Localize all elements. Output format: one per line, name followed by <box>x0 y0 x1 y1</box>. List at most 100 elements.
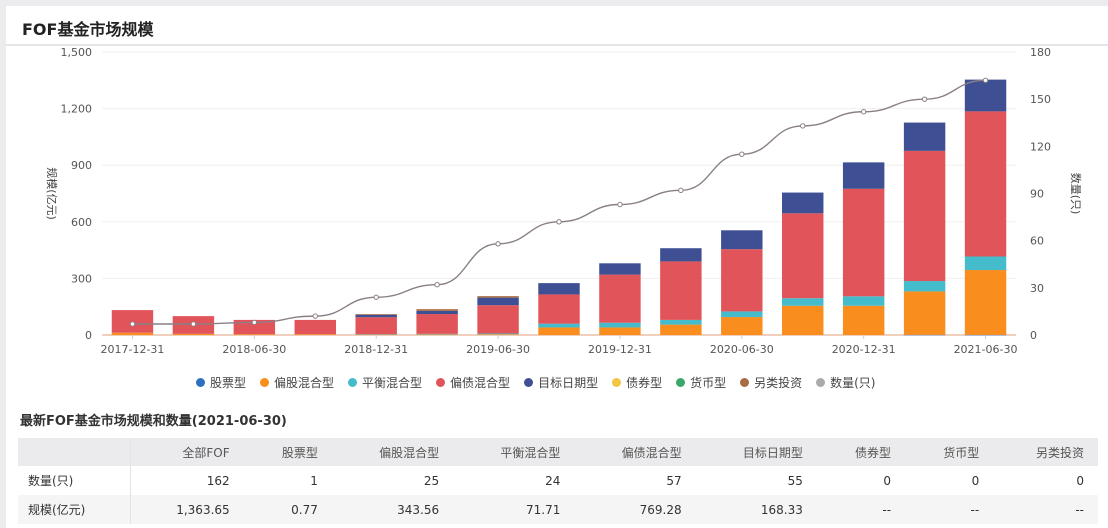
bar-segment-equity_hybrid <box>233 334 276 335</box>
table-column-header: 全部FOF <box>130 438 244 466</box>
bar-segment-balanced_hybrid <box>599 322 641 328</box>
table-column-header: 平衡混合型 <box>453 438 575 466</box>
y2-tick-label: 30 <box>1030 282 1044 295</box>
table-cell: -- <box>905 495 994 524</box>
x-tick-label: 2018-12-31 <box>344 343 408 356</box>
y2-tick-label: 0 <box>1030 329 1037 342</box>
bar-segment-balanced_hybrid <box>964 256 1007 271</box>
bar-segment-bond_hybrid <box>660 261 702 320</box>
bar-segment-equity_hybrid <box>477 334 519 335</box>
bar-segment-balanced_hybrid <box>355 334 397 335</box>
legend-item[interactable]: 另类投资 <box>740 374 802 391</box>
bar-segment-balanced_hybrid <box>660 319 702 325</box>
x-tick-label: 2017-12-31 <box>100 343 164 356</box>
table-column-header: 债券型 <box>816 438 906 466</box>
table-column-header: 目标日期型 <box>695 438 817 466</box>
y-tick-label: 1,200 <box>61 103 93 116</box>
table-cell: 57 <box>666 473 682 488</box>
summary-table: 全部FOF 股票型 偏股混合型 平衡混合型 偏债混合型 目标日期型 债券型 货币型 另类投资 数… <box>18 438 1098 524</box>
x-tick-label: 2020-12-31 <box>832 343 896 356</box>
legend-label: 目标日期型 <box>538 376 599 390</box>
bar-segment-target_date <box>660 248 702 262</box>
legend-item[interactable]: 目标日期型 <box>524 374 598 391</box>
x-tick-label: 2018-06-30 <box>222 343 286 356</box>
x-tick-label: 2019-12-31 <box>588 343 652 356</box>
bar-segment-balanced_hybrid <box>477 333 519 335</box>
bar-segment-target_date <box>721 230 763 250</box>
legend-marker-icon <box>676 378 686 387</box>
legend-marker-icon <box>740 378 750 387</box>
bar-segment-bond_hybrid <box>964 111 1007 257</box>
bar-segment-balanced_hybrid <box>842 296 885 306</box>
y-tick-label: 0 <box>85 329 92 342</box>
bar-segment-bond_hybrid <box>599 274 641 323</box>
table-column-header: 股票型 <box>243 438 332 466</box>
bar-segment-equity_hybrid <box>964 270 1007 335</box>
bar-segment-balanced_hybrid <box>538 323 580 328</box>
bar-segment-target_date <box>599 263 641 275</box>
legend-item[interactable]: 债券型 <box>612 374 662 391</box>
y2-tick-label: 120 <box>1030 140 1051 153</box>
count-point <box>982 77 989 84</box>
table-column-header: 另类投资 <box>993 438 1098 466</box>
bar-segment-alternative <box>355 314 397 315</box>
table-cell: -- <box>816 495 906 524</box>
bar-segment-bond_hybrid <box>477 305 519 334</box>
count-point <box>129 321 136 327</box>
table-row-label: 规模(亿元) <box>18 495 132 524</box>
bar-segment-balanced_hybrid <box>903 281 946 292</box>
bar-segment-equity_hybrid <box>355 334 397 336</box>
legend-item[interactable]: 货币型 <box>676 374 726 391</box>
bar-segment-stock <box>903 334 946 336</box>
y2-axis-label: 数量(只) <box>1069 173 1082 215</box>
table-cell: 1 <box>310 473 318 488</box>
bar-segment-equity_hybrid <box>416 334 458 335</box>
table-cell: 0 <box>971 473 980 488</box>
table-column-header: 货币型 <box>905 438 994 466</box>
legend-item[interactable]: 偏股混合型 <box>260 374 334 391</box>
bar-segment-equity_hybrid <box>782 305 824 335</box>
table-column-header: 偏股混合型 <box>331 438 454 466</box>
count-point <box>251 319 258 326</box>
legend-item[interactable]: 股票型 <box>196 374 246 391</box>
bar-segment-bond_hybrid <box>782 213 824 299</box>
table-header-row: 全部FOF 股票型 偏股混合型 平衡混合型 偏债混合型 目标日期型 债券型 货币型 另类投资 <box>18 438 1098 466</box>
legend-marker-icon <box>816 378 826 387</box>
count-point <box>312 313 318 319</box>
y2-tick-label: 180 <box>1030 46 1051 59</box>
legend-item[interactable]: 数量(只) <box>816 374 876 391</box>
bar-segment-balanced_hybrid <box>416 333 458 335</box>
bar-segment-bond_hybrid <box>903 150 946 282</box>
bar-segment-target_date <box>538 283 580 295</box>
table-cell: 0.77 <box>243 495 332 524</box>
bar-segment-bond_hybrid <box>294 319 336 335</box>
page-title: FOF基金市场规模 <box>22 20 154 39</box>
count-point <box>617 201 623 208</box>
legend-label: 平衡混合型 <box>362 376 423 390</box>
y2-tick-label: 60 <box>1030 235 1044 248</box>
bar-segment-equity_hybrid <box>903 291 946 335</box>
y2-tick-label: 150 <box>1030 93 1051 106</box>
table-cell: 343.56 <box>331 495 454 524</box>
legend-marker-icon <box>196 378 205 387</box>
legend-label: 债券型 <box>626 376 663 390</box>
bar-segment-balanced_hybrid <box>721 311 763 318</box>
table-cell: 162 <box>206 473 230 488</box>
bar-segment-balanced_hybrid <box>782 298 824 306</box>
table-cell: 25 <box>423 473 440 488</box>
chart-legend: 股票型 偏股混合型 平衡混合型 偏债混合型 目标日期型 债券型 货币型 另类投资 数量(只) <box>196 374 876 391</box>
count-point <box>434 281 440 288</box>
count-point <box>678 187 684 194</box>
count-point <box>373 294 379 300</box>
legend-item[interactable]: 平衡混合型 <box>348 374 422 391</box>
legend-item[interactable]: 偏债混合型 <box>436 374 510 391</box>
bar-segment-alternative <box>416 309 458 311</box>
legend-marker-icon <box>260 378 270 387</box>
legend-label: 偏股混合型 <box>274 376 335 390</box>
count-point <box>495 241 501 247</box>
legend-label: 偏债混合型 <box>450 376 511 390</box>
x-tick-label: 2020-06-30 <box>710 343 774 356</box>
bar-segment-bond_hybrid <box>355 317 397 335</box>
bar-segment-bond_hybrid <box>842 188 885 297</box>
table-row: 规模(亿元) 1,363.65 0.77 343.56 71.71 769.28 168.3… <box>18 495 1098 524</box>
